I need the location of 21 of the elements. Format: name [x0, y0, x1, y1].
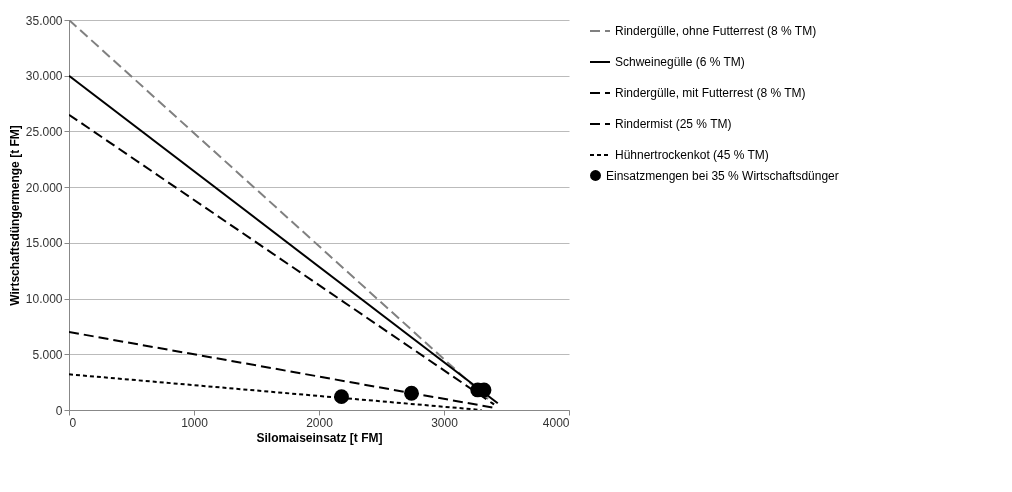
x-tick-label: 0: [69, 415, 77, 430]
y-tick-label: 25.000: [25, 124, 63, 139]
x-tick-label: 2000: [306, 415, 334, 430]
x-tick-label: 1000: [181, 415, 209, 430]
legend-label: Rindergülle, mit Futterrest (8 % TM): [615, 86, 806, 100]
y-tick-label: 35.000: [25, 13, 63, 28]
y-tick-label: 0: [55, 403, 63, 418]
x-tick-label: 4000: [542, 415, 570, 430]
y-tick-label: 10.000: [25, 292, 63, 307]
y-tick-label: 15.000: [25, 236, 63, 251]
y-axis-title: Wirtschaftsdüngermenge [t FM]: [7, 125, 22, 306]
legend-label: Rindergülle, ohne Futterrest (8 % TM): [615, 24, 817, 38]
legend-label: Rindermist (25 % TM): [615, 117, 732, 131]
y-tick-label: 20.000: [25, 180, 63, 195]
legend-label: Schweinegülle (6 % TM): [615, 55, 745, 69]
legend-label: Hühnertrockenkot (45 % TM): [615, 148, 769, 162]
x-tick-label: 3000: [431, 415, 459, 430]
y-tick-label: 5.000: [32, 347, 63, 362]
y-tick-label: 30.000: [25, 69, 63, 84]
legend-label: Einsatzmengen bei 35 % Wirtschaftsdünger: [606, 168, 839, 183]
x-axis-title: Silomaiseinsatz [t FM]: [256, 430, 383, 445]
